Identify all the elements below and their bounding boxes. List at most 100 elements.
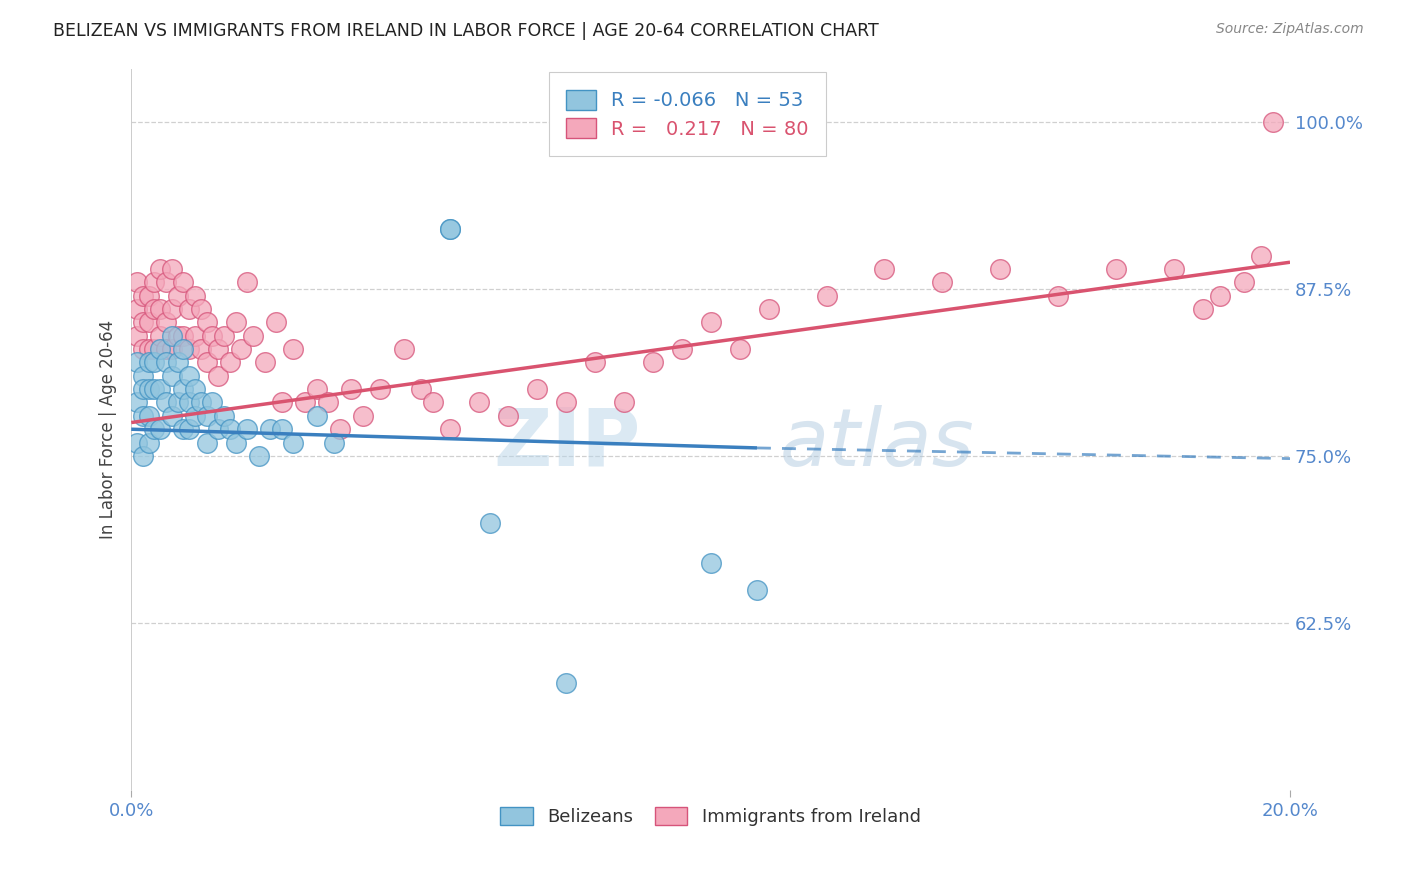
Point: [1047, 288, 1070, 302]
Point: [160, 261, 183, 276]
Point: [138, 288, 160, 302]
Text: atlas: atlas: [780, 405, 974, 483]
Point: [496, 409, 519, 423]
Point: [283, 342, 305, 356]
Point: [613, 395, 636, 409]
Y-axis label: In Labor Force | Age 20-64: In Labor Force | Age 20-64: [100, 319, 117, 539]
Point: [138, 355, 160, 369]
Point: [155, 395, 177, 409]
Point: [155, 342, 177, 356]
Point: [125, 328, 148, 343]
Point: [143, 301, 166, 316]
Point: [583, 355, 606, 369]
Point: [143, 382, 166, 396]
Point: [231, 342, 253, 356]
Point: [370, 382, 392, 396]
Point: [149, 261, 172, 276]
Point: [264, 315, 287, 329]
Point: [207, 342, 229, 356]
Point: [132, 368, 155, 383]
Point: [138, 409, 160, 423]
Point: [160, 409, 183, 423]
Point: [125, 435, 148, 450]
Point: [201, 328, 224, 343]
Point: [143, 422, 166, 436]
Text: Source: ZipAtlas.com: Source: ZipAtlas.com: [1216, 22, 1364, 37]
Point: [270, 422, 292, 436]
Point: [179, 422, 201, 436]
Point: [190, 395, 212, 409]
Point: [184, 328, 207, 343]
Point: [323, 435, 346, 450]
Point: [479, 516, 502, 530]
Point: [155, 275, 177, 289]
Point: [699, 315, 721, 329]
Point: [201, 395, 224, 409]
Point: [138, 435, 160, 450]
Point: [166, 355, 188, 369]
Point: [270, 395, 292, 409]
Point: [815, 288, 838, 302]
Point: [699, 556, 721, 570]
Point: [149, 301, 172, 316]
Point: [132, 382, 155, 396]
Point: [184, 409, 207, 423]
Point: [1233, 275, 1256, 289]
Point: [439, 222, 461, 236]
Point: [195, 355, 218, 369]
Point: [149, 382, 172, 396]
Point: [166, 395, 188, 409]
Point: [179, 301, 201, 316]
Point: [728, 342, 751, 356]
Text: ZIP: ZIP: [494, 405, 641, 483]
Point: [1105, 261, 1128, 276]
Point: [160, 368, 183, 383]
Point: [132, 409, 155, 423]
Point: [745, 582, 768, 597]
Point: [172, 328, 194, 343]
Point: [155, 315, 177, 329]
Point: [155, 355, 177, 369]
Point: [225, 435, 247, 450]
Point: [143, 355, 166, 369]
Point: [259, 422, 281, 436]
Point: [671, 342, 693, 356]
Point: [225, 315, 247, 329]
Point: [988, 261, 1011, 276]
Point: [184, 382, 207, 396]
Point: [132, 342, 155, 356]
Point: [149, 342, 172, 356]
Point: [422, 395, 444, 409]
Point: [125, 355, 148, 369]
Point: [207, 422, 229, 436]
Point: [439, 222, 461, 236]
Point: [873, 261, 896, 276]
Point: [172, 422, 194, 436]
Point: [138, 315, 160, 329]
Point: [1209, 288, 1232, 302]
Point: [242, 328, 264, 343]
Point: [218, 355, 240, 369]
Point: [166, 328, 188, 343]
Point: [316, 395, 339, 409]
Point: [138, 382, 160, 396]
Point: [172, 342, 194, 356]
Point: [172, 382, 194, 396]
Point: [179, 395, 201, 409]
Point: [236, 422, 259, 436]
Point: [1163, 261, 1185, 276]
Point: [758, 301, 780, 316]
Point: [160, 328, 183, 343]
Point: [329, 422, 352, 436]
Point: [195, 315, 218, 329]
Point: [931, 275, 953, 289]
Point: [195, 409, 218, 423]
Point: [132, 449, 155, 463]
Point: [468, 395, 491, 409]
Point: [125, 301, 148, 316]
Point: [190, 301, 212, 316]
Point: [160, 301, 183, 316]
Point: [172, 275, 194, 289]
Point: [212, 409, 235, 423]
Point: [392, 342, 415, 356]
